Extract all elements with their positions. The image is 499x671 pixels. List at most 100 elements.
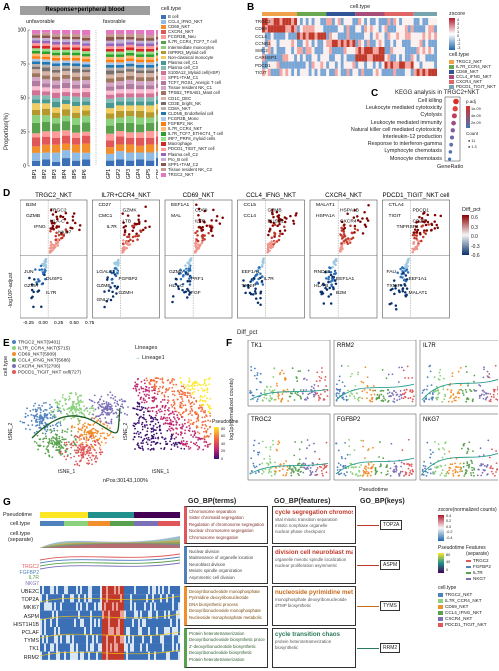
panel-f-point (360, 439, 363, 442)
panel-g-heat-cell (114, 594, 117, 603)
panel-a-legend-label: Pro_B cell (168, 156, 188, 162)
panel-f-point (263, 396, 266, 399)
panel-b-heat-cell (308, 54, 312, 62)
panel-a-bar-segment (52, 47, 61, 50)
panel-a-bar-segment (52, 112, 61, 118)
panel-g-pseudotime-bar (140, 512, 143, 518)
panel-g-pseudotime-bar (94, 512, 97, 518)
panel-a-bar-segment (82, 122, 91, 132)
panel-a-bar-segment (32, 37, 41, 41)
panel-e-pseudotime-point (178, 424, 181, 426)
panel-g-heat-cell (116, 618, 119, 628)
panel-e-pseudotime-point (173, 443, 176, 446)
panel-f-point (350, 462, 353, 465)
panel-f-point (301, 463, 303, 466)
panel-g-heat-cell (52, 618, 55, 628)
panel-e-pseudotime-point (181, 412, 184, 415)
panel-e-pseudotime-point (183, 387, 186, 390)
panel-f-point (409, 471, 411, 474)
panel-d-point (414, 225, 418, 228)
panel-a-bar-segment (136, 59, 145, 63)
panel-d-point (48, 249, 52, 253)
panel-b-celltype-bar (262, 12, 297, 16)
panel-a-legend-item: CCL4_IFNG_NKT (161, 19, 241, 24)
panel-f-point (494, 474, 496, 477)
panel-e-tsne-point (45, 435, 47, 438)
panel-e-pseudotime-point (173, 437, 176, 440)
panel-g-heat-cell (166, 602, 169, 611)
panel-a-bar-segment (136, 145, 145, 153)
panel-e-tsne-point (50, 440, 53, 442)
panel-e-pseudotime-point (175, 383, 178, 386)
panel-f-point (311, 471, 314, 473)
panel-e-tsne-point (79, 419, 81, 422)
panel-a-legend-item: TCF7_RGS1_Anergic T cell (161, 80, 241, 85)
panel-b-heat-cell (285, 54, 289, 62)
panel-e-pseudotime-point (189, 423, 192, 425)
panel-d-point (260, 279, 264, 283)
panel-e-tsne-point (88, 462, 91, 465)
panel-a-bar-segment (136, 43, 145, 47)
panel-f-point (270, 398, 273, 401)
panel-g-celltype-bar (98, 521, 101, 526)
panel-e-pseudotime-point (141, 423, 143, 426)
panel-d-point (247, 286, 250, 289)
panel-f-point (344, 474, 347, 477)
panel-f-point (320, 377, 323, 380)
panel-e-tsne-point (36, 413, 38, 416)
panel-d-point (249, 292, 253, 296)
panel-e-tsne-point (72, 407, 75, 410)
panel-b-heat-cell (393, 68, 397, 77)
panel-d-point (272, 243, 275, 246)
panel-f-point (494, 364, 497, 367)
panel-g-heat-cell (150, 586, 153, 595)
panel-e-pseudotime-point (185, 426, 188, 429)
panel-g-heat-cell (48, 594, 51, 603)
panel-d-point (254, 282, 258, 285)
panel-f-point (265, 397, 268, 400)
panel-e-tsne-point (87, 447, 90, 449)
panel-e-pseudotime-point (151, 397, 154, 399)
panel-f-point (421, 473, 423, 476)
panel-b-heat-cell (291, 18, 295, 26)
panel-d-point (182, 274, 185, 277)
panel-f-point (367, 462, 370, 465)
panel-b-heat-cell (282, 25, 286, 33)
panel-d-point (401, 266, 404, 269)
panel-c-xlabel: GeneRatio (437, 164, 464, 170)
panel-d-point (261, 283, 265, 286)
panel-d-point (405, 293, 408, 297)
panel-e-pseudotime-point (171, 386, 174, 389)
panel-f-point (439, 374, 442, 377)
panel-e-tsne-point (89, 435, 92, 438)
panel-b-heat-cell (378, 47, 382, 55)
panel-f-point (401, 449, 404, 452)
panel-e-tsne-point (83, 422, 86, 425)
panel-e-pseudotime-point (169, 422, 171, 424)
panel-a-bar-segment (116, 77, 125, 82)
panel-e-pseudotime-point (167, 379, 170, 381)
panel-e-pseudotime-point (185, 440, 188, 443)
panel-e-pseudotime-point (141, 425, 144, 428)
panel-d-point (135, 232, 138, 235)
panel-e-pseudotime-point (181, 423, 184, 426)
panel-e-tsne-point (47, 451, 50, 453)
panel-g-heat-cell (84, 627, 87, 636)
panel-d-point (388, 302, 392, 306)
panel-e-tsne-point (83, 431, 86, 434)
panel-f-point (285, 460, 287, 463)
panel-d-point (356, 219, 360, 222)
panel-f-point (386, 388, 389, 391)
panel-d-down-gene-label: EEF1A1 (409, 276, 427, 282)
panel-e-pseudotime-point (205, 378, 208, 381)
panel-g-feature-curve (40, 562, 181, 570)
panel-b-heat-cell (410, 47, 414, 55)
panel-d-point (268, 230, 271, 233)
panel-b-heat-cell (355, 68, 359, 77)
panel-b-heat-cell (326, 68, 330, 77)
panel-e-tsne-point (102, 413, 105, 416)
panel-g-heat-cell (134, 610, 137, 619)
panel-a-bar-segment (62, 47, 71, 50)
panel-f-point (337, 449, 340, 452)
panel-g-heat-cell (80, 586, 83, 595)
